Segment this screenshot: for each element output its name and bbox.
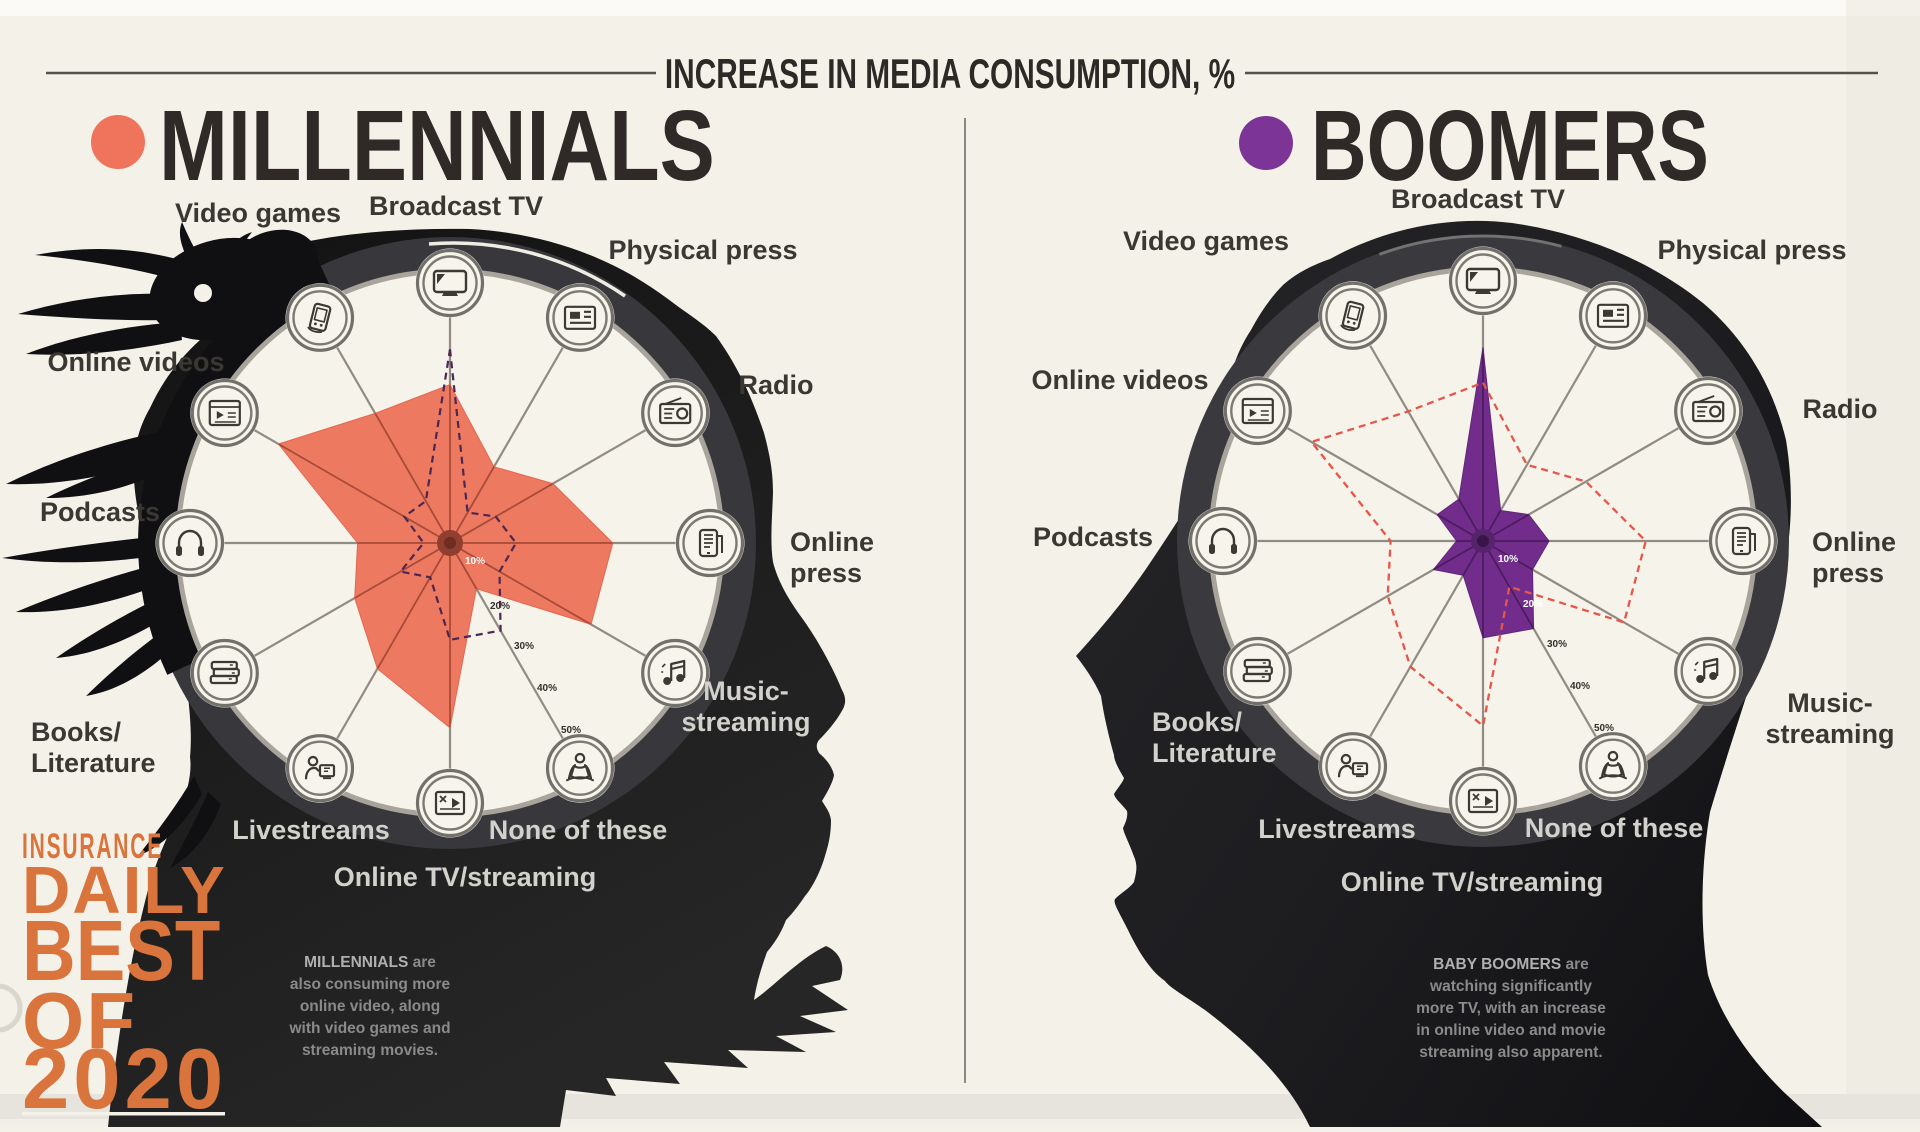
svg-text:Online TV/streaming: Online TV/streaming [334,862,597,892]
svg-text:40%: 40% [1570,681,1590,692]
svg-text:Online videos: Online videos [1031,365,1208,395]
svg-text:more TV, with an increase: more TV, with an increase [1416,1000,1606,1017]
svg-text:BEST: BEST [22,903,220,998]
svg-text:MILLENNIALS are: MILLENNIALS are [304,954,436,971]
svg-text:Radio: Radio [738,370,813,400]
svg-text:Livestreams: Livestreams [1258,814,1416,844]
svg-text:30%: 30% [1547,639,1567,650]
svg-text:streaming also apparent.: streaming also apparent. [1419,1044,1602,1061]
svg-text:50%: 50% [561,725,581,736]
svg-text:Podcasts: Podcasts [1033,522,1153,552]
svg-text:Physical press: Physical press [608,235,797,265]
svg-text:Literature: Literature [31,748,156,778]
svg-text:Broadcast TV: Broadcast TV [1391,184,1565,214]
svg-text:Online: Online [790,527,874,557]
svg-text:BABY BOOMERS are: BABY BOOMERS are [1433,956,1589,973]
svg-text:2020: 2020 [22,1032,227,1127]
svg-text:online video, along: online video, along [300,998,440,1015]
svg-text:20%: 20% [490,601,510,612]
svg-text:Books/: Books/ [31,717,122,747]
svg-text:also consuming more: also consuming more [290,976,451,993]
svg-text:with video games and: with video games and [288,1020,450,1037]
svg-text:20%: 20% [1523,599,1543,610]
svg-text:10%: 10% [465,556,485,567]
svg-text:Video games: Video games [175,198,341,228]
svg-text:streaming movies.: streaming movies. [302,1042,438,1059]
svg-text:DAILY: DAILY [22,853,227,928]
svg-text:press: press [1812,558,1884,588]
svg-text:BOOMERS: BOOMERS [1311,89,1709,201]
svg-text:INSURANCE: INSURANCE [22,828,163,867]
svg-text:in online video and movie: in online video and movie [1416,1022,1606,1039]
svg-text:Online: Online [1812,527,1896,557]
svg-text:50%: 50% [1594,723,1614,734]
svg-text:30%: 30% [514,641,534,652]
svg-text:Broadcast TV: Broadcast TV [369,191,543,221]
svg-text:streaming: streaming [1765,719,1894,749]
svg-text:Music-: Music- [1787,688,1873,718]
svg-text:Podcasts: Podcasts [40,497,160,527]
svg-text:Literature: Literature [1152,738,1277,768]
svg-text:MILLENNIALS: MILLENNIALS [159,91,715,202]
svg-text:Music-: Music- [703,676,789,706]
svg-text:press: press [790,558,862,588]
svg-text:Online TV/streaming: Online TV/streaming [1341,867,1604,897]
svg-text:watching significantly: watching significantly [1429,978,1592,995]
svg-text:None of these: None of these [489,815,668,845]
svg-text:None of these: None of these [1525,813,1704,843]
svg-text:40%: 40% [537,683,557,694]
svg-text:10%: 10% [1498,554,1518,565]
svg-text:Radio: Radio [1802,394,1877,424]
svg-text:Video games: Video games [1123,226,1289,256]
svg-text:OF: OF [22,976,137,1065]
svg-text:streaming: streaming [681,707,810,737]
svg-text:Livestreams: Livestreams [232,815,390,845]
svg-text:Online videos: Online videos [47,347,224,377]
svg-text:INCREASE IN MEDIA CONSUMPTION,: INCREASE IN MEDIA CONSUMPTION, % [665,50,1235,97]
svg-text:Books/: Books/ [1152,707,1243,737]
svg-text:Physical press: Physical press [1657,235,1846,265]
